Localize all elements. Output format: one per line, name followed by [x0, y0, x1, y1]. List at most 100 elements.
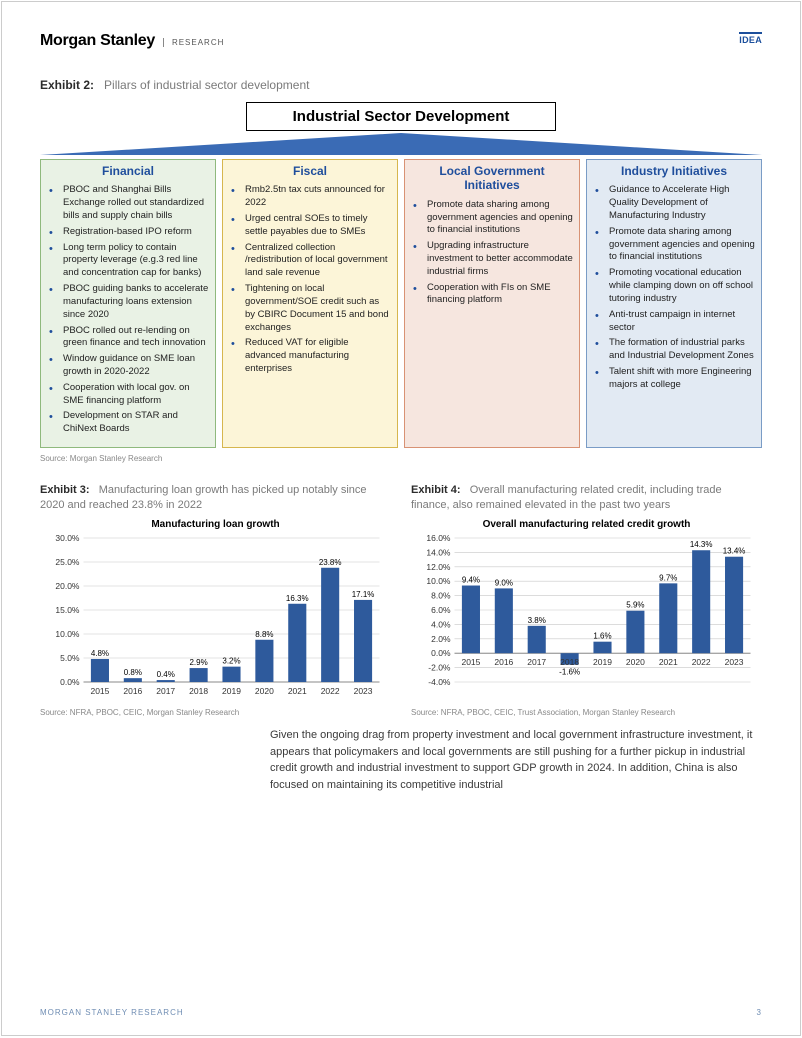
svg-text:0.0%: 0.0%	[60, 677, 80, 687]
brand-sub: RESEARCH	[163, 38, 224, 47]
chart4-source: Source: NFRA, PBOC, CEIC, Trust Associat…	[411, 708, 762, 717]
svg-text:2022: 2022	[321, 686, 340, 696]
svg-text:4.8%: 4.8%	[91, 649, 109, 658]
svg-text:2021: 2021	[659, 657, 678, 667]
svg-text:10.0%: 10.0%	[55, 629, 80, 639]
pillar-3: Industry Initiatives Guidance to Accelera…	[586, 159, 762, 448]
bar	[692, 550, 710, 653]
bar	[354, 600, 372, 682]
pillar-item: Cooperation with FIs on SME financing pl…	[423, 282, 573, 308]
pillar-list-2: Promote data sharing among government ag…	[411, 199, 573, 308]
svg-text:2022: 2022	[692, 657, 711, 667]
footer-left: MORGAN STANLEY RESEARCH	[40, 1008, 184, 1017]
svg-text:14.3%: 14.3%	[690, 540, 713, 549]
svg-text:-2.0%: -2.0%	[428, 663, 451, 673]
svg-text:2021: 2021	[288, 686, 307, 696]
bar	[288, 604, 306, 682]
svg-text:3.2%: 3.2%	[222, 657, 240, 666]
header: Morgan Stanley RESEARCH IDEA	[40, 32, 762, 50]
bar	[528, 626, 546, 653]
chart4-title: Overall manufacturing related credit gro…	[411, 519, 762, 530]
bar	[593, 642, 611, 654]
svg-text:30.0%: 30.0%	[55, 533, 80, 543]
pillar-title-2: Local Government Initiatives	[411, 164, 573, 193]
svg-text:16.0%: 16.0%	[426, 533, 451, 543]
svg-text:2017: 2017	[156, 686, 175, 696]
svg-text:2019: 2019	[593, 657, 612, 667]
pillar-list-3: Guidance to Accelerate High Quality Deve…	[593, 184, 755, 391]
bar	[462, 586, 480, 654]
pillar-item: Guidance to Accelerate High Quality Deve…	[605, 184, 755, 222]
chart3-svg: 0.0%5.0%10.0%15.0%20.0%25.0%30.0%4.8%201…	[40, 532, 391, 702]
pillar-title-3: Industry Initiatives	[593, 164, 755, 178]
svg-text:2023: 2023	[725, 657, 744, 667]
exhibit2-label: Exhibit 2:	[40, 78, 94, 92]
chart3-source: Source: NFRA, PBOC, CEIC, Morgan Stanley…	[40, 708, 391, 717]
chart3-label: Exhibit 3:	[40, 484, 90, 496]
chart4-caption-wrap: Exhibit 4: Overall manufacturing related…	[411, 483, 762, 513]
svg-text:5.9%: 5.9%	[626, 601, 644, 610]
pillar-item: Promote data sharing among government ag…	[605, 226, 755, 264]
pillar-title-1: Fiscal	[229, 164, 391, 178]
bar	[157, 680, 175, 682]
pillar-item: PBOC and Shanghai Bills Exchange rolled …	[59, 184, 209, 222]
svg-text:2.0%: 2.0%	[431, 634, 451, 644]
svg-text:2015: 2015	[90, 686, 109, 696]
pillar-item: Urged central SOEs to timely settle paya…	[241, 213, 391, 239]
svg-text:2018: 2018	[560, 657, 579, 667]
bar	[255, 640, 273, 682]
svg-text:2017: 2017	[527, 657, 546, 667]
exhibit2-caption: Pillars of industrial sector development	[104, 78, 309, 92]
pillar-list-1: Rmb2.5tn tax cuts announced for 2022Urge…	[229, 184, 391, 375]
svg-text:0.8%: 0.8%	[124, 668, 142, 677]
idea-badge: IDEA	[739, 32, 762, 45]
chart3-title: Manufacturing loan growth	[40, 519, 391, 530]
svg-text:2.9%: 2.9%	[189, 658, 207, 667]
pillar-item: Window guidance on SME loan growth in 20…	[59, 353, 209, 379]
pillar-item: Development on STAR and ChiNext Boards	[59, 410, 209, 436]
pillar-item: The formation of industrial parks and In…	[605, 337, 755, 363]
pillar-item: Anti-trust campaign in internet sector	[605, 309, 755, 335]
svg-text:5.0%: 5.0%	[60, 653, 80, 663]
bar	[222, 667, 240, 682]
pillar-item: Centralized collection /redistribution o…	[241, 242, 391, 280]
bar	[124, 678, 142, 682]
svg-text:15.0%: 15.0%	[55, 605, 80, 615]
pillar-item: Reduced VAT for eligible advanced manufa…	[241, 337, 391, 375]
svg-text:16.3%: 16.3%	[286, 594, 309, 603]
pillar-item: Talent shift with more Engineering major…	[605, 366, 755, 392]
svg-text:14.0%: 14.0%	[426, 547, 451, 557]
brand-block: Morgan Stanley RESEARCH	[40, 32, 224, 50]
charts-row: Exhibit 3: Manufacturing loan growth has…	[40, 483, 762, 717]
svg-text:2020: 2020	[255, 686, 274, 696]
svg-text:1.6%: 1.6%	[593, 632, 611, 641]
bar	[91, 659, 109, 682]
svg-text:2015: 2015	[461, 657, 480, 667]
pillar-item: Tightening on local government/SOE credi…	[241, 283, 391, 334]
chart3-caption-wrap: Exhibit 3: Manufacturing loan growth has…	[40, 483, 391, 513]
svg-text:0.0%: 0.0%	[431, 648, 451, 658]
svg-text:10.0%: 10.0%	[426, 576, 451, 586]
pillars-row: FinancialPBOC and Shanghai Bills Exchang…	[40, 159, 762, 448]
pillar-item: Upgrading infrastructure investment to b…	[423, 240, 573, 278]
pillar-item: Registration-based IPO reform	[59, 226, 209, 239]
bar	[659, 583, 677, 653]
svg-text:6.0%: 6.0%	[431, 605, 451, 615]
exhibit2-source: Source: Morgan Stanley Research	[40, 454, 762, 463]
body-paragraph: Given the ongoing drag from property inv…	[270, 727, 762, 793]
pillar-0: FinancialPBOC and Shanghai Bills Exchang…	[40, 159, 216, 448]
chart4-block: Exhibit 4: Overall manufacturing related…	[411, 483, 762, 717]
diagram-top-box: Industrial Sector Development	[246, 102, 556, 131]
svg-text:25.0%: 25.0%	[55, 557, 80, 567]
svg-text:2020: 2020	[626, 657, 645, 667]
svg-text:9.4%: 9.4%	[462, 576, 480, 585]
svg-text:8.0%: 8.0%	[431, 591, 451, 601]
pillar-item: Promote data sharing among government ag…	[423, 199, 573, 237]
svg-text:9.7%: 9.7%	[659, 573, 677, 582]
pillar-item: Cooperation with local gov. on SME finan…	[59, 382, 209, 408]
svg-text:3.8%: 3.8%	[528, 616, 546, 625]
svg-text:9.0%: 9.0%	[495, 578, 513, 587]
pillar-item: Long term policy to contain property lev…	[59, 242, 209, 280]
pillars-diagram: Industrial Sector Development FinancialP…	[40, 102, 762, 463]
chart4-svg: -4.0%-2.0%0.0%2.0%4.0%6.0%8.0%10.0%12.0%…	[411, 532, 762, 702]
